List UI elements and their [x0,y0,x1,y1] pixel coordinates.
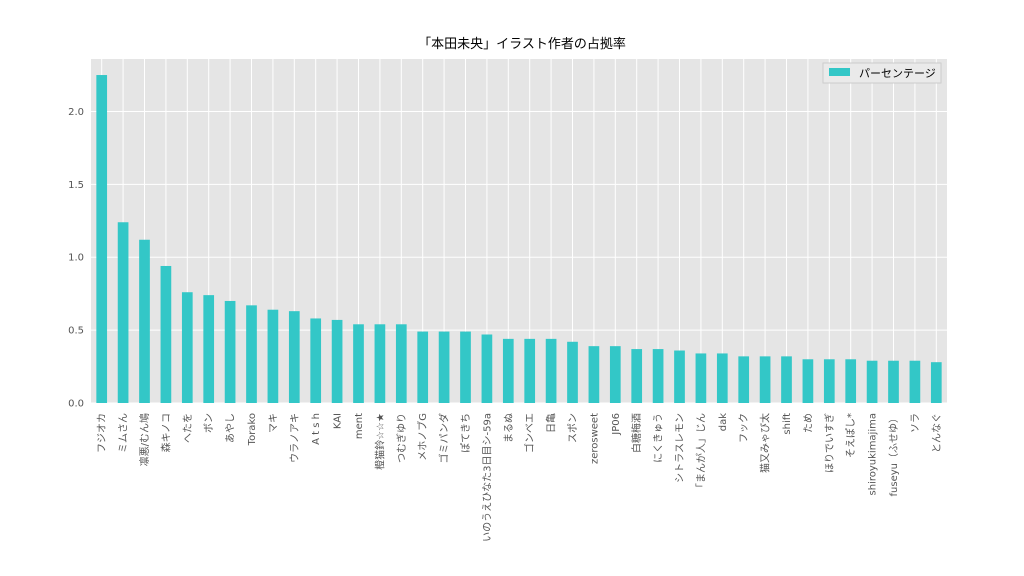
x-tick-label: つむぎゆり [395,413,408,463]
bar [181,292,193,403]
x-tick-label: 森キノコ [159,413,172,452]
y-tick-label: 2.0 [68,107,84,118]
x-tick-label: ぽてきち [460,413,472,453]
x-tick-label: フック [738,413,750,443]
bar [203,295,215,403]
bar [96,75,108,403]
y-tick-label: 0.0 [68,399,84,410]
bar [310,318,322,403]
x-tick-label: zerosweet [589,413,600,464]
bar [524,338,536,403]
bar [759,356,771,403]
x-tick-label: へたを [182,413,194,443]
bar [802,359,814,403]
bar [930,362,942,403]
x-tick-label: そえぽし* [845,413,857,458]
x-tick-label: まるぬ [503,413,515,443]
x-tick-label: 白糖梅酒 [630,413,643,453]
x-tick-label: 「まんが人」じん [694,413,707,493]
x-tick-label: スポン [567,413,579,443]
legend-box [822,62,942,84]
x-tick-label: いのうえひなた3日目シ-59a [481,413,493,542]
bar [545,338,557,403]
bar [845,359,857,403]
legend: パーセンテージ [822,62,942,84]
y-tick-label: 0.5 [68,326,84,337]
chart-title: 「本田未央」イラスト作者の占拠率 [418,36,626,52]
bar [866,360,878,403]
x-tick-label: メホノブG [416,413,429,461]
bar [224,300,236,403]
x-tick-label: A t s h [311,413,322,445]
bar [631,349,643,403]
bar [588,346,600,403]
x-tick-label: ment [354,413,365,439]
bar [888,360,899,403]
bar [395,324,407,403]
x-tick-label: ミムさん [118,413,130,453]
bar [909,360,921,403]
x-tick-label: 橙猫鈴☆☆★ [373,413,386,470]
x-tick-label: fuseyu（ふせゆ） [888,413,900,496]
bar [502,338,514,403]
x-tick-label: ほりでいすぎ [823,413,836,473]
bar [438,331,450,403]
x-tick-label: あやし [225,413,237,443]
bar [417,331,429,403]
bar [823,359,835,403]
x-tick-label: ため [802,413,814,433]
x-tick-label: JP06 [611,413,622,436]
x-tick-label: KAI [333,413,344,429]
x-tick-label: 猫又みゃび太 [759,413,772,473]
bar [374,324,386,403]
x-tick-label: ボン [203,413,215,433]
bar [695,353,707,403]
bar [331,319,343,403]
x-tick-label: フジオカ [96,413,108,453]
bar [288,311,300,403]
x-tick-label: シトラスレモン [674,413,686,483]
bar [652,349,664,403]
bar [567,341,578,403]
y-tick-label: 1.0 [68,253,84,264]
bar [609,346,621,403]
y-tick-label: 1.5 [68,180,84,191]
bar [139,239,150,403]
x-tick-label: Torako [247,413,258,446]
bars [96,75,942,403]
bar [481,334,493,403]
x-tick-label: dak [718,413,729,431]
plot-area [91,59,947,403]
x-tick-label: ゴンベエ [523,413,536,453]
x-tick-label: shiroyukimajima [868,413,879,495]
bar [674,350,685,403]
bar [781,356,792,403]
y-axis-ticks: 0.0 0.5 1.0 1.5 2.0 [68,107,84,410]
bar [267,309,279,403]
legend-swatch [829,68,850,76]
x-axis-ticks: フジオカ ミムさん 凛悪/むん鳩 森キノコ へたを ボン あやし Torako マキ ウラノアキ A… [96,413,943,542]
bar [460,331,471,403]
bar [738,356,750,403]
x-tick-label: ゴミパンダ [438,413,451,464]
bar [716,353,728,403]
x-tick-label: とんなぐ [931,413,943,453]
bar [160,265,172,403]
x-tick-label: にくきゅう [653,413,665,463]
x-tick-label: ソラ [909,413,921,433]
x-tick-label: 日亀 [545,413,558,433]
x-tick-label: ウラノアキ [289,413,301,463]
legend-label: パーセンテージ [859,67,936,80]
x-tick-label: shift [782,413,793,435]
bar [246,305,257,403]
x-tick-label: 凛悪/むん鳩 [138,413,151,466]
x-tick-label: マキ [268,413,279,433]
bar [353,324,364,403]
bar [117,222,129,403]
